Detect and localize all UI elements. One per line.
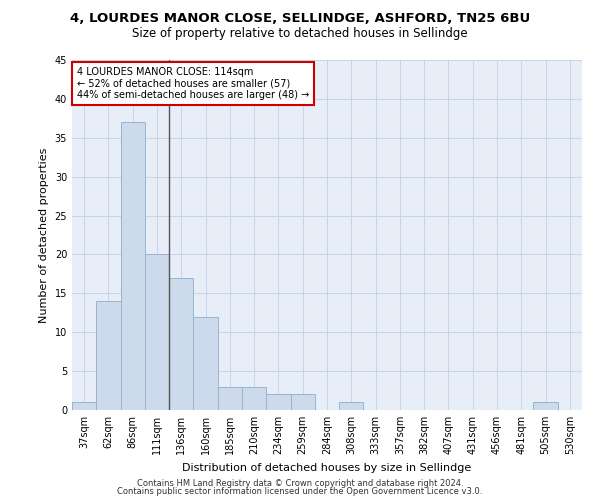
Bar [169,278,193,410]
Bar [242,386,266,410]
Text: Contains public sector information licensed under the Open Government Licence v3: Contains public sector information licen… [118,487,482,496]
Bar [72,402,96,410]
Bar [96,301,121,410]
Text: 4 LOURDES MANOR CLOSE: 114sqm
← 52% of detached houses are smaller (57)
44% of s: 4 LOURDES MANOR CLOSE: 114sqm ← 52% of d… [77,67,310,100]
Y-axis label: Number of detached properties: Number of detached properties [39,148,49,322]
Bar [193,316,218,410]
Bar [533,402,558,410]
Text: Size of property relative to detached houses in Sellindge: Size of property relative to detached ho… [132,28,468,40]
Bar [121,122,145,410]
Text: 4, LOURDES MANOR CLOSE, SELLINDGE, ASHFORD, TN25 6BU: 4, LOURDES MANOR CLOSE, SELLINDGE, ASHFO… [70,12,530,26]
X-axis label: Distribution of detached houses by size in Sellindge: Distribution of detached houses by size … [182,462,472,472]
Bar [145,254,169,410]
Bar [339,402,364,410]
Bar [290,394,315,410]
Bar [266,394,290,410]
Text: Contains HM Land Registry data © Crown copyright and database right 2024.: Contains HM Land Registry data © Crown c… [137,478,463,488]
Bar [218,386,242,410]
